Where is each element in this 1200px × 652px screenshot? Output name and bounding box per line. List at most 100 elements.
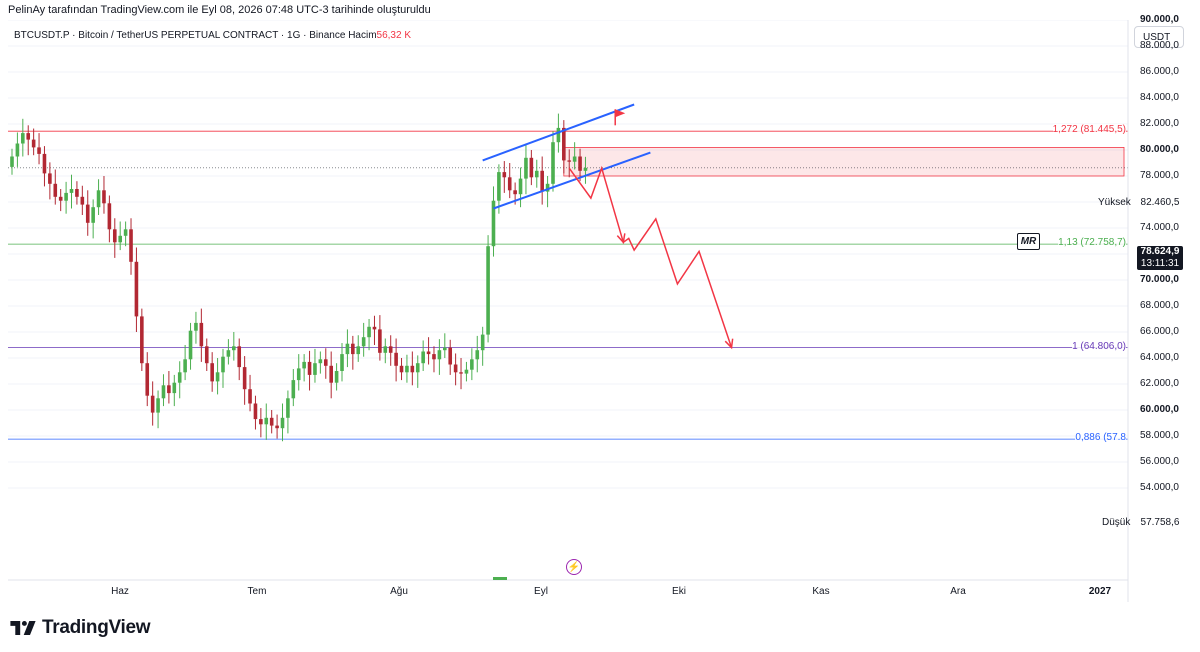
candle[interactable] [307, 350, 312, 391]
symbol-legend[interactable]: BTCUSDT.P · Bitcoin / TetherUS PERPETUAL… [14, 30, 411, 41]
chart-frame[interactable]: BTCUSDT.P · Bitcoin / TetherUS PERPETUAL… [0, 14, 1200, 602]
candle[interactable] [156, 390, 160, 429]
candle[interactable] [210, 352, 214, 392]
channel-line[interactable] [482, 103, 635, 162]
candle[interactable] [118, 221, 122, 251]
candle[interactable] [399, 358, 404, 381]
candle[interactable] [383, 338, 388, 364]
candle[interactable] [112, 218, 117, 258]
candle[interactable] [280, 403, 285, 442]
zone-rect[interactable] [563, 147, 1125, 177]
candle[interactable] [37, 133, 41, 165]
channel-line[interactable] [493, 151, 651, 210]
candle[interactable] [85, 190, 90, 236]
candle[interactable] [351, 335, 355, 370]
candle[interactable] [75, 181, 79, 205]
candle[interactable] [497, 164, 501, 214]
candle[interactable] [269, 410, 274, 434]
candle[interactable] [534, 159, 539, 188]
candle[interactable] [464, 361, 469, 382]
candle[interactable] [264, 403, 269, 440]
candle[interactable] [432, 346, 436, 373]
price-chart[interactable] [0, 20, 1200, 602]
candle[interactable] [567, 149, 572, 178]
candle[interactable] [329, 351, 333, 399]
candle[interactable] [545, 176, 550, 208]
candle[interactable] [237, 338, 242, 381]
candle[interactable] [323, 348, 328, 379]
candle[interactable] [96, 179, 101, 215]
candle[interactable] [296, 354, 301, 391]
candle[interactable] [188, 322, 193, 370]
candle[interactable] [540, 156, 544, 205]
candle[interactable] [491, 186, 496, 257]
candle[interactable] [378, 315, 382, 361]
candle[interactable] [150, 381, 155, 426]
candle[interactable] [10, 148, 14, 175]
candle[interactable] [58, 189, 63, 212]
candle[interactable] [123, 221, 128, 247]
candle[interactable] [286, 390, 290, 434]
candle[interactable] [551, 131, 555, 192]
candle[interactable] [172, 374, 177, 407]
candle[interactable] [486, 235, 490, 343]
candle[interactable] [562, 120, 566, 174]
candle[interactable] [524, 143, 528, 195]
candle[interactable] [302, 354, 306, 382]
candle[interactable] [421, 340, 425, 371]
flag-icon[interactable] [614, 109, 626, 126]
candle[interactable] [242, 356, 247, 405]
candle[interactable] [578, 148, 582, 182]
candle[interactable] [15, 132, 20, 167]
candle[interactable] [518, 167, 523, 208]
candle[interactable] [204, 338, 209, 372]
candle[interactable] [334, 363, 339, 391]
candle[interactable] [194, 311, 198, 344]
candle[interactable] [221, 348, 225, 388]
candle[interactable] [361, 322, 366, 357]
currency-button[interactable]: USDT [1134, 26, 1184, 48]
candle[interactable] [480, 326, 485, 366]
candle[interactable] [140, 308, 144, 371]
candle[interactable] [107, 195, 112, 243]
candle[interactable] [448, 339, 453, 375]
candle[interactable] [80, 185, 85, 215]
candle[interactable] [388, 335, 393, 366]
candle[interactable] [232, 332, 236, 361]
candle[interactable] [583, 156, 588, 184]
candle[interactable] [313, 348, 317, 383]
candle[interactable] [405, 354, 409, 383]
candle[interactable] [275, 414, 279, 439]
candle[interactable] [572, 142, 577, 170]
candle[interactable] [31, 128, 36, 156]
candle[interactable] [145, 352, 150, 407]
candle[interactable] [502, 161, 507, 193]
tradingview-logo[interactable]: TradingView [10, 617, 151, 639]
candle[interactable] [345, 329, 350, 368]
candle[interactable] [64, 181, 68, 214]
candle[interactable] [443, 333, 447, 358]
zone-tag[interactable]: MR [1017, 233, 1040, 250]
candle[interactable] [183, 345, 187, 381]
candle[interactable] [259, 408, 263, 438]
candle[interactable] [102, 176, 106, 214]
candle[interactable] [453, 353, 458, 386]
candle[interactable] [248, 374, 252, 412]
candle[interactable] [226, 339, 231, 365]
candle[interactable] [199, 308, 204, 362]
candle[interactable] [53, 169, 58, 205]
candle[interactable] [253, 395, 258, 430]
candle[interactable] [459, 358, 463, 390]
candle[interactable] [367, 319, 371, 351]
candle[interactable] [167, 371, 171, 404]
candle[interactable] [410, 351, 415, 386]
candle[interactable] [69, 174, 74, 209]
candle[interactable] [161, 374, 166, 407]
candle[interactable] [340, 343, 344, 382]
candle[interactable] [26, 125, 31, 156]
candle[interactable] [426, 337, 431, 365]
candle[interactable] [42, 146, 47, 187]
candle[interactable] [507, 163, 512, 199]
candle[interactable] [437, 339, 442, 375]
candle[interactable] [470, 348, 474, 381]
